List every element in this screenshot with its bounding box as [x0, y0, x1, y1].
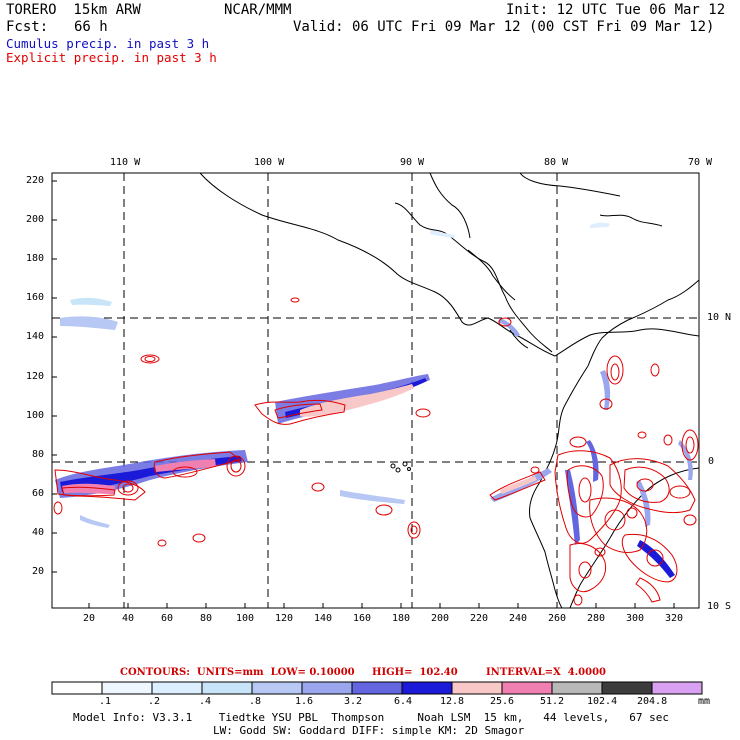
- colorbar-swatch: [301, 681, 353, 695]
- x-tick: 60: [161, 613, 174, 624]
- colorbar-swatch: [251, 681, 303, 695]
- contour-high: HIGH= 102.40: [372, 667, 458, 678]
- colorbar-swatch: [451, 681, 503, 695]
- colorbar-label: .1: [99, 696, 112, 707]
- y-tick: 120: [26, 371, 45, 382]
- x-tick: 280: [587, 613, 606, 624]
- x-tick: 200: [431, 613, 450, 624]
- y-tick: 60: [32, 488, 45, 499]
- colorbar-label: .8: [249, 696, 262, 707]
- colorbar-swatch: [551, 681, 603, 695]
- colorbar-swatch: [351, 681, 403, 695]
- x-tick: 260: [548, 613, 567, 624]
- colorbar-label: 102.4: [587, 696, 618, 707]
- x-tick: 320: [665, 613, 684, 624]
- lat-label-10n: 10 N: [707, 312, 732, 323]
- model-info-line1: Model Info: V3.3.1 Tiedtke YSU PBL Thomp…: [73, 711, 670, 724]
- colorbar-swatch: [151, 681, 203, 695]
- colorbar-label: 6.4: [394, 696, 413, 707]
- x-tick: 40: [122, 613, 135, 624]
- colorbar-label: .2: [148, 696, 161, 707]
- x-tick: 300: [626, 613, 645, 624]
- y-tick: 40: [32, 527, 45, 538]
- colorbar-label: 12.8: [440, 696, 465, 707]
- y-tick: 80: [32, 449, 45, 460]
- y-tick: 220: [26, 175, 45, 186]
- lon-label-80w: 80 W: [544, 157, 569, 168]
- x-tick: 220: [470, 613, 489, 624]
- colorbar-label: .4: [199, 696, 212, 707]
- x-tick: 180: [392, 613, 411, 624]
- explicit-precip-contours: [53, 297, 699, 606]
- colorbar-label: 1.6: [295, 696, 314, 707]
- lat-label-0: 0: [708, 456, 715, 467]
- forecast-label: Fcst:: [6, 19, 49, 35]
- contour-interval: INTERVAL=X 4.0000: [486, 667, 606, 678]
- tick-marks: [52, 180, 675, 608]
- model-info-line2: LW: Godd SW: Goddard DIFF: simple KM: 2D…: [213, 724, 525, 737]
- lon-label-90w: 90 W: [400, 157, 425, 168]
- y-tick: 200: [26, 214, 45, 225]
- legend-explicit: Explicit precip. in past 3 h: [6, 50, 217, 65]
- y-tick: 100: [26, 410, 45, 421]
- x-tick: 140: [314, 613, 333, 624]
- x-tick: 240: [509, 613, 528, 624]
- model-title: TORERO 15km ARW: [6, 2, 141, 18]
- colorbar-swatch: [51, 681, 103, 695]
- lon-label-110w: 110 W: [110, 157, 141, 168]
- y-tick: 140: [26, 331, 45, 342]
- explicit-precip-fill: [62, 384, 537, 494]
- x-tick: 160: [353, 613, 372, 624]
- lon-label-100w: 100 W: [254, 157, 285, 168]
- center-name: NCAR/MMM: [224, 2, 292, 18]
- colorbar-swatch: [201, 681, 253, 695]
- x-tick: 120: [275, 613, 294, 624]
- contour-units: CONTOURS: UNITS=mm LOW= 0.10000: [120, 667, 355, 678]
- colorbar-swatch: [501, 681, 553, 695]
- colorbar-swatch: [651, 681, 703, 695]
- x-tick: 80: [200, 613, 213, 624]
- legend-cumulus: Cumulus precip. in past 3 h: [6, 36, 210, 51]
- y-tick: 180: [26, 253, 45, 264]
- lat-label-10s: 10 S: [707, 601, 732, 612]
- init-time: Init: 12 UTC Tue 06 Mar 12: [506, 2, 726, 18]
- lon-label-70w: 70 W: [688, 157, 713, 168]
- y-tick: 160: [26, 292, 45, 303]
- colorbar-swatch: [101, 681, 153, 695]
- colorbar-label: 25.6: [490, 696, 515, 707]
- colorbar-label: 3.2: [344, 696, 363, 707]
- colorbar-swatch: [601, 681, 653, 695]
- valid-time: Valid: 06 UTC Fri 09 Mar 12 (00 CST Fri …: [293, 19, 715, 35]
- forecast-hour: 66 h: [74, 19, 108, 35]
- x-tick: 20: [83, 613, 96, 624]
- colorbar-label: 51.2: [540, 696, 565, 707]
- colorbar-swatch: [401, 681, 453, 695]
- y-tick: 20: [32, 566, 45, 577]
- colorbar-label: 204.8: [637, 696, 668, 707]
- x-tick: 100: [236, 613, 255, 624]
- colorbar-unit: mm: [698, 696, 711, 707]
